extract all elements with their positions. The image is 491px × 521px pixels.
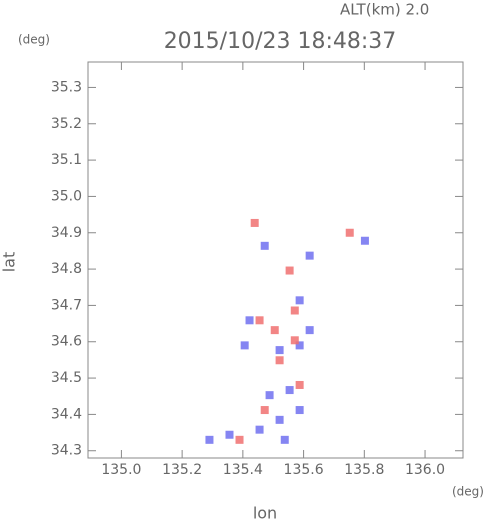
y-axis-label: lat <box>0 252 19 273</box>
plot-frame <box>87 61 464 459</box>
x-tick-label: 136.0 <box>405 462 445 478</box>
annotation: ALT(km) 2.0 <box>340 1 429 19</box>
radar-cell <box>260 241 269 250</box>
radar-cell <box>235 435 244 444</box>
radar-cell <box>245 316 254 325</box>
x-tick-label: 135.6 <box>284 462 324 478</box>
radar-cell <box>360 236 369 245</box>
radar-cell <box>255 425 264 434</box>
radar-cell <box>265 391 274 400</box>
y-tick-label: 34.6 <box>51 334 82 350</box>
y-tick-label: 35.0 <box>51 188 82 204</box>
x-tick-label: 135.2 <box>162 462 202 478</box>
radar-cell <box>260 406 269 415</box>
y-tick-label: 35.2 <box>51 116 82 132</box>
radar-cell <box>295 406 304 415</box>
radar-cell <box>275 346 284 355</box>
x-tick-label: 135.4 <box>223 462 263 478</box>
radar-cell <box>275 356 284 365</box>
x-axis-label: lon <box>253 504 277 521</box>
x-tick-label: 135.8 <box>344 462 384 478</box>
radar-cell <box>240 341 249 350</box>
radar-cell <box>295 380 304 389</box>
radar-cell <box>255 316 264 325</box>
radar-cell <box>290 336 299 345</box>
y-tick-label: 34.7 <box>51 297 82 313</box>
radar-cell <box>205 435 214 444</box>
chart-title: 2015/10/23 18:48:37 <box>164 29 397 54</box>
radar-cell <box>295 341 304 350</box>
radar-cell <box>285 386 294 395</box>
y-tick-label: 35.1 <box>51 152 82 168</box>
radar-cell <box>285 266 294 275</box>
y-tick-label: 34.4 <box>51 406 82 422</box>
radar-cell <box>225 430 234 439</box>
radar-cell <box>305 326 314 335</box>
radar-cell <box>295 296 304 305</box>
y-unit: (deg) <box>18 33 50 47</box>
radar-cell <box>345 228 354 237</box>
radar-cell <box>270 326 279 335</box>
y-tick-label: 34.8 <box>51 261 82 277</box>
radar-cell <box>280 435 289 444</box>
y-tick-label: 34.3 <box>51 443 82 459</box>
y-tick-label: 34.9 <box>51 225 82 241</box>
radar-cell <box>290 306 299 315</box>
x-unit: (deg) <box>452 485 484 499</box>
radar-cell <box>305 251 314 260</box>
y-tick-label: 34.5 <box>51 370 82 386</box>
radar-cell <box>250 218 259 227</box>
x-tick-label: 135.0 <box>101 462 141 478</box>
radar-cell <box>275 415 284 424</box>
y-tick-label: 35.3 <box>51 79 82 95</box>
